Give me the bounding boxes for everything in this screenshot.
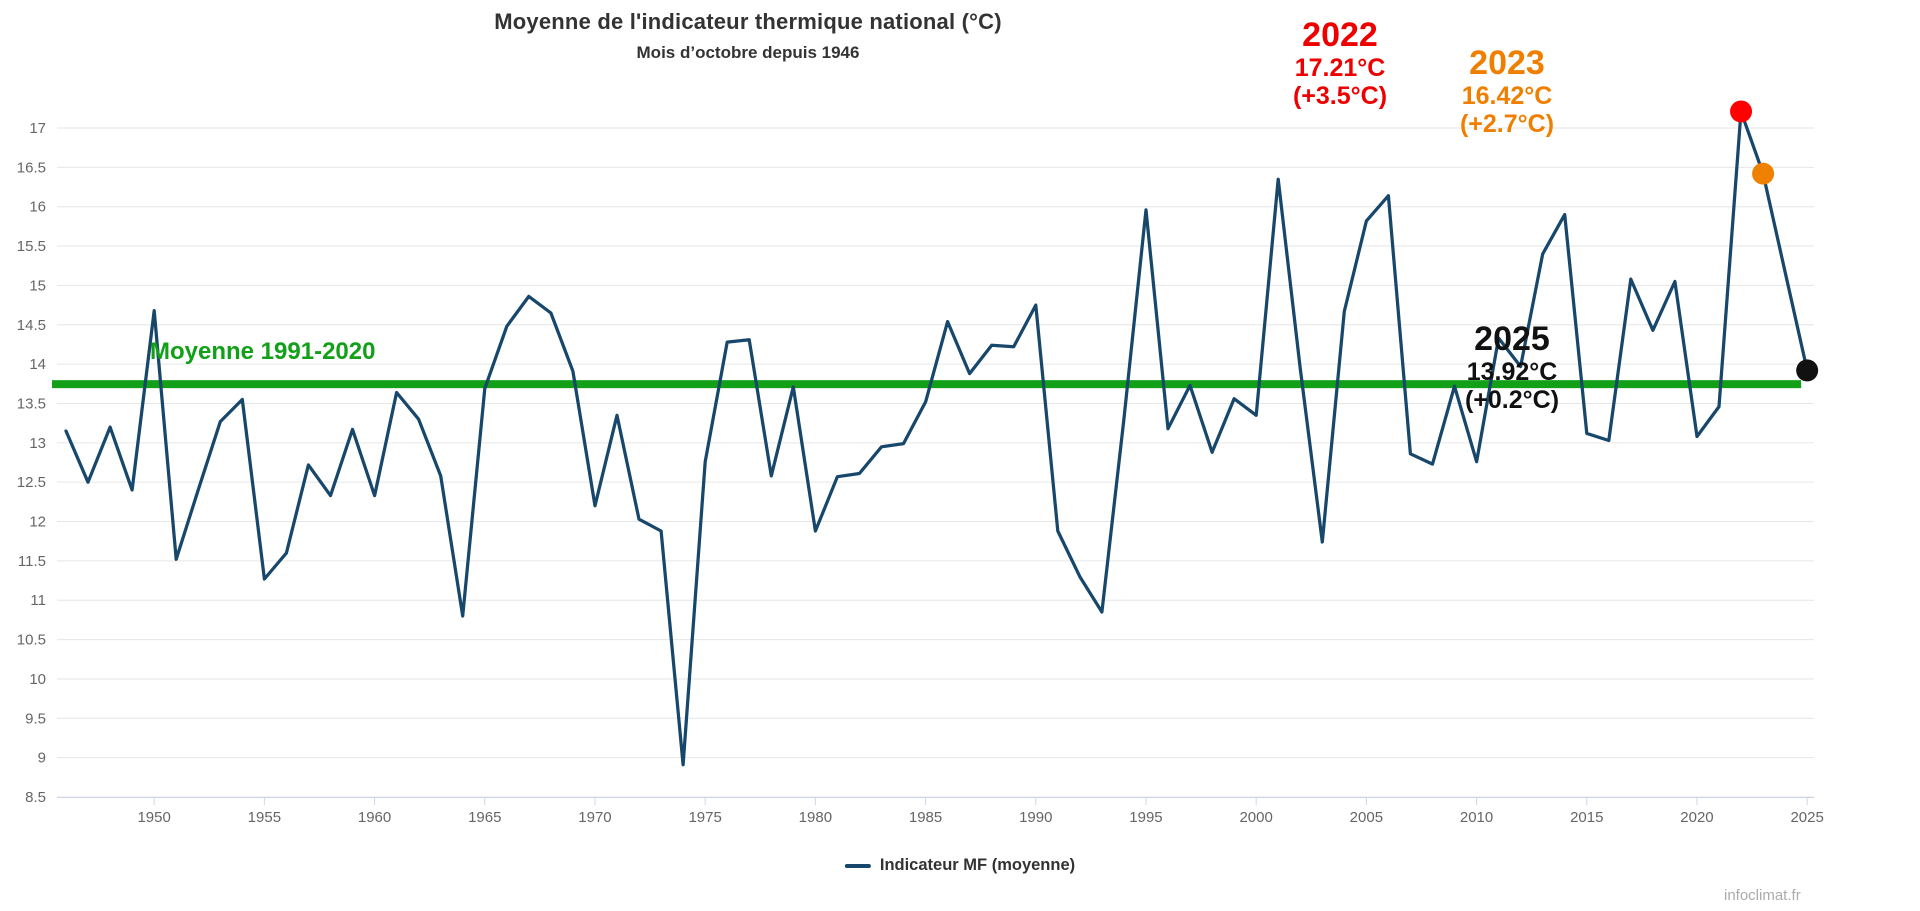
series-indicateur-mf xyxy=(64,109,1809,767)
x-axis-label: 1980 xyxy=(799,809,832,826)
x-axis-label: 2020 xyxy=(1680,809,1713,826)
chart-title: Moyenne de l'indicateur thermique nation… xyxy=(494,9,1002,34)
annotation-2023-year: 2023 xyxy=(1469,44,1545,82)
annotation-2022-year: 2022 xyxy=(1302,16,1378,54)
annotation-2022-temp: 17.21°C xyxy=(1294,54,1386,83)
x-axis-label: 2010 xyxy=(1460,809,1493,826)
y-axis-label: 15.5 xyxy=(17,238,46,255)
legend-line-marker xyxy=(844,863,871,868)
y-axis-label: 11 xyxy=(30,592,46,609)
y-axis-label: 16 xyxy=(29,199,46,216)
mean-reference-line xyxy=(52,380,1802,389)
annotation-2022: 2022 17.21°C (+3.5°C) xyxy=(1293,16,1387,110)
x-axis-label: 1955 xyxy=(248,809,281,826)
x-axis-label: 1985 xyxy=(909,809,942,826)
annotation-2022-delta: (+3.5°C) xyxy=(1292,82,1388,111)
highlight-dot-2022 xyxy=(1730,100,1753,123)
y-axis-label: 17 xyxy=(29,120,46,137)
y-axis-label: 16.5 xyxy=(17,159,46,176)
y-axis-label: 12.5 xyxy=(17,474,46,491)
x-axis-label: 2000 xyxy=(1239,809,1272,826)
annotation-2025-temp: 13.92°C xyxy=(1466,358,1558,387)
x-axis-label: 1990 xyxy=(1019,809,1052,826)
annotation-2025-delta: (+0.2°C) xyxy=(1464,386,1560,415)
chart-subtitle: Mois d’octobre depuis 1946 xyxy=(636,43,860,62)
y-axis-label: 15 xyxy=(29,277,46,294)
x-axis-label: 1965 xyxy=(468,809,501,826)
x-axis-label: 1950 xyxy=(137,809,170,826)
highlight-dot-2023 xyxy=(1752,162,1775,185)
x-axis-label: 1960 xyxy=(358,809,391,826)
y-axis-label: 13.5 xyxy=(17,395,46,412)
annotation-2023-delta: (+2.7°C) xyxy=(1459,110,1555,139)
watermark-infoclimat: infoclimat.fr xyxy=(1724,887,1801,904)
y-axis-label: 12 xyxy=(29,514,46,531)
x-axis-label: 1975 xyxy=(688,809,721,826)
y-axis-label: 8.5 xyxy=(25,789,46,806)
annotation-2023-temp: 16.42°C xyxy=(1461,82,1553,111)
legend-item-indicateur-mf[interactable]: Indicateur MF (moyenne) xyxy=(844,856,1076,875)
x-axis-label: 2005 xyxy=(1350,809,1383,826)
x-axis-label: 1995 xyxy=(1129,809,1162,826)
legend-label: Indicateur MF (moyenne) xyxy=(879,856,1076,874)
x-axis-label: 2015 xyxy=(1570,809,1603,826)
y-axis-label: 10.5 xyxy=(17,632,46,649)
x-axis-label: 1970 xyxy=(578,809,611,826)
annotation-2025-year: 2025 xyxy=(1474,320,1550,358)
x-axis-label: 2025 xyxy=(1790,809,1823,826)
highlight-dot-2025 xyxy=(1796,359,1819,382)
y-axis-label: 14.5 xyxy=(17,317,46,334)
y-axis-label: 13 xyxy=(29,435,46,452)
y-axis-label: 10 xyxy=(29,671,46,688)
y-axis-label: 9 xyxy=(38,750,46,767)
y-axis-label: 9.5 xyxy=(25,710,46,727)
y-axis-label: 14 xyxy=(29,356,46,373)
annotation-2025: 2025 13.92°C (+0.2°C) xyxy=(1465,320,1559,414)
annotation-2023: 2023 16.42°C (+2.7°C) xyxy=(1460,44,1554,138)
mean-1991-2020-label: Moyenne 1991-2020 xyxy=(150,338,376,365)
y-axis-label: 11.5 xyxy=(18,553,46,570)
